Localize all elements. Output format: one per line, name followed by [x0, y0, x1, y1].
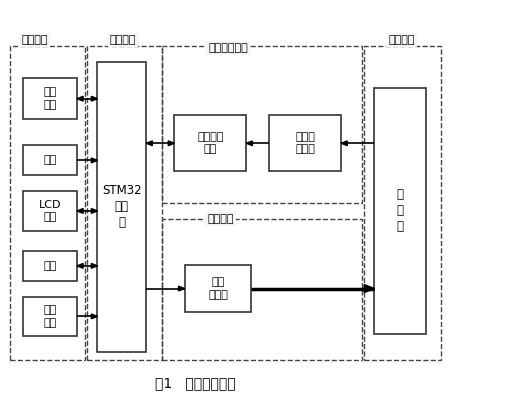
Text: 温度测量模块: 温度测量模块: [208, 43, 248, 53]
Polygon shape: [179, 286, 185, 291]
Bar: [87, 46, 162, 360]
Text: 主机接口: 主机接口: [110, 35, 136, 45]
Polygon shape: [91, 96, 97, 101]
Bar: [162, 46, 362, 203]
Text: 信号调理
电路: 信号调理 电路: [197, 132, 224, 154]
Polygon shape: [91, 158, 97, 163]
Text: 状态
指示: 状态 指示: [44, 87, 56, 110]
Polygon shape: [146, 141, 152, 146]
Bar: [23, 78, 77, 119]
Text: 电
阻
炉: 电 阻 炉: [397, 188, 404, 234]
Polygon shape: [246, 141, 252, 146]
Bar: [364, 46, 441, 360]
Text: 通信
接口: 通信 接口: [44, 305, 56, 328]
Polygon shape: [91, 209, 97, 213]
Bar: [162, 219, 362, 360]
Polygon shape: [77, 263, 83, 268]
Text: 图1   总体设计方案: 图1 总体设计方案: [154, 376, 235, 390]
Polygon shape: [364, 285, 374, 293]
Bar: [10, 46, 85, 360]
Polygon shape: [91, 263, 97, 268]
Text: LCD
显示: LCD 显示: [39, 200, 61, 222]
Text: STM32
单片
机: STM32 单片 机: [102, 184, 142, 230]
Polygon shape: [341, 141, 347, 146]
Text: 键盘: 键盘: [44, 155, 56, 165]
Text: 执行模块: 执行模块: [207, 214, 234, 224]
Text: 热电偶
传感器: 热电偶 传感器: [295, 132, 315, 154]
Text: 人机接口: 人机接口: [22, 35, 48, 45]
Bar: [23, 251, 77, 281]
Bar: [97, 62, 146, 352]
Text: 固态
继电器: 固态 继电器: [208, 277, 228, 300]
Bar: [23, 145, 77, 175]
Polygon shape: [77, 209, 83, 213]
Polygon shape: [168, 141, 174, 146]
Polygon shape: [77, 96, 83, 101]
Polygon shape: [91, 314, 97, 319]
Text: 被控对象: 被控对象: [388, 35, 415, 45]
Bar: [174, 115, 246, 171]
Bar: [23, 297, 77, 336]
Bar: [185, 265, 251, 312]
Bar: [269, 115, 341, 171]
Bar: [23, 191, 77, 231]
Bar: [374, 88, 426, 334]
Text: 报警: 报警: [44, 261, 56, 271]
